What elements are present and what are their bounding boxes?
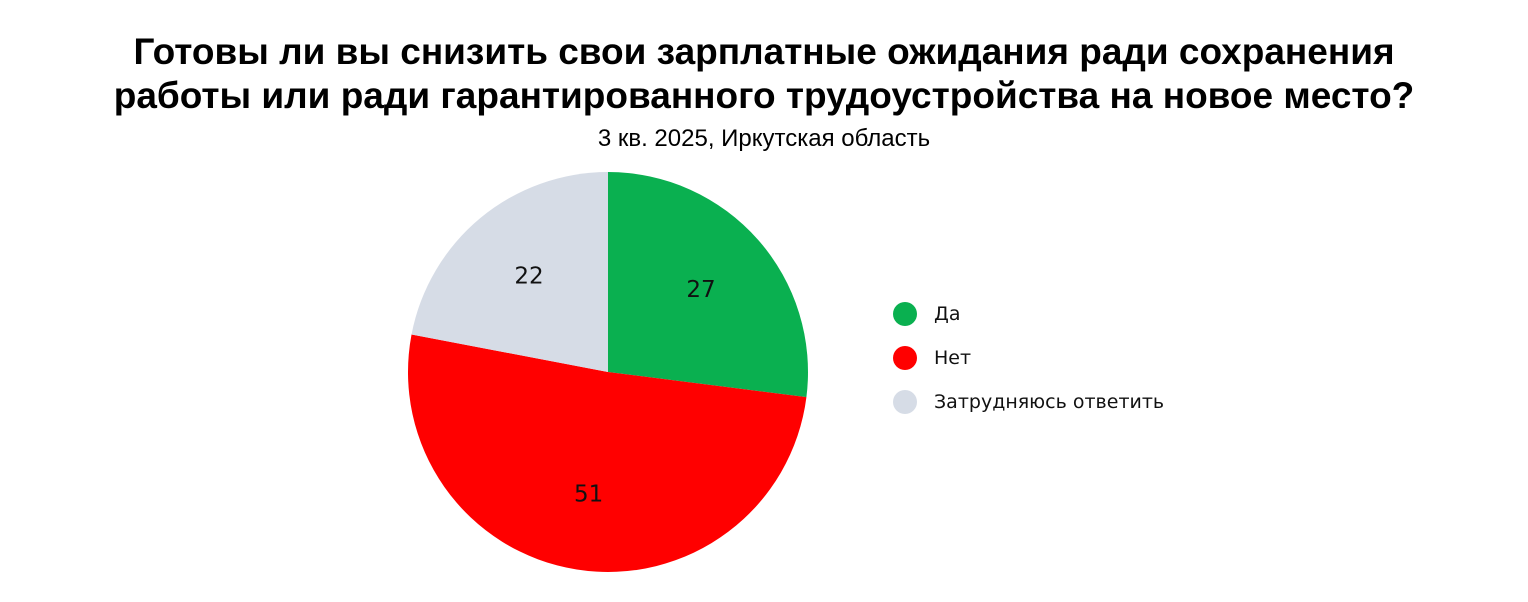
legend-dot-da — [893, 302, 917, 326]
chart-title-line-1: Готовы ли вы снизить свои зарплатные ожи… — [133, 31, 1395, 72]
legend: Да Нет Затрудняюсь ответить — [893, 292, 1164, 424]
chart-title: Готовы ли вы снизить свои зарплатные ожи… — [0, 30, 1528, 118]
legend-item-zatrudnyayus[interactable]: Затрудняюсь ответить — [893, 380, 1164, 424]
legend-item-da[interactable]: Да — [893, 292, 1164, 336]
legend-label-zatrudnyayus: Затрудняюсь ответить — [934, 391, 1165, 413]
pie-slices — [407, 172, 808, 572]
legend-label-da: Да — [934, 303, 961, 325]
pie-slice-zatrudnyayus[interactable] — [411, 172, 608, 372]
pie-slice-net[interactable] — [407, 334, 807, 572]
pie-data-label-da: 27 — [686, 277, 715, 303]
pie-data-label-zatrudnyayus: 22 — [514, 264, 543, 290]
pie-labels: 27 51 22 — [514, 264, 715, 508]
legend-label-net: Нет — [934, 347, 972, 369]
pie-slice-da[interactable] — [608, 172, 808, 398]
legend-dot-zatrudnyayus — [893, 390, 917, 414]
pie-data-label-net: 51 — [574, 482, 603, 508]
legend-dot-net — [893, 346, 917, 370]
chart-title-line-2: работы или ради гарантированного трудоус… — [113, 75, 1415, 116]
chart-subtitle: 3 кв. 2025, Иркутская область — [597, 125, 931, 152]
legend-item-net[interactable]: Нет — [893, 336, 1164, 380]
